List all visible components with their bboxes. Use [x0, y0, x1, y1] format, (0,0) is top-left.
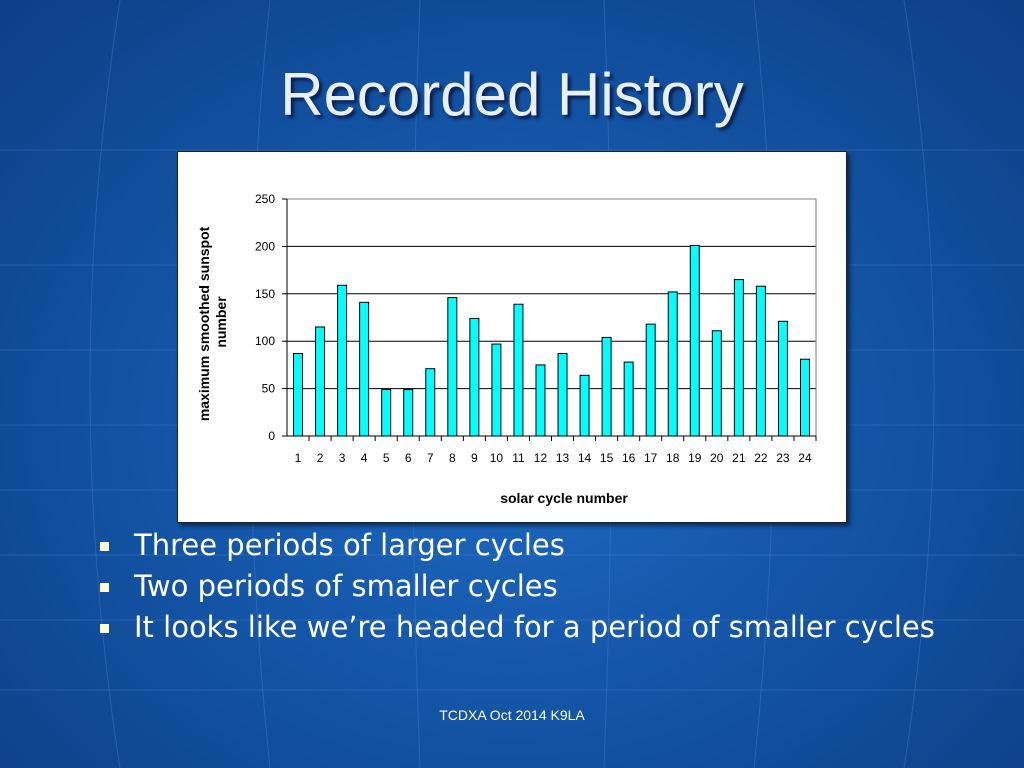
bar — [799, 358, 810, 437]
bullet-item: It looks like we’re headed for a period … — [96, 612, 996, 643]
bar — [425, 368, 436, 437]
x-axis-label: solar cycle number — [500, 490, 628, 506]
bar — [381, 389, 392, 437]
bullet-list: Three periods of larger cycles Two perio… — [96, 530, 996, 653]
x-tick-label: 2 — [317, 451, 324, 465]
bar — [293, 353, 304, 437]
x-tick-label: 14 — [578, 451, 592, 465]
bar — [315, 326, 326, 437]
bar — [689, 244, 700, 437]
bullet-text: It looks like we’re headed for a period … — [134, 610, 935, 644]
x-tick-label: 20 — [710, 451, 724, 465]
bullet-item: Three periods of larger cycles — [96, 530, 996, 561]
bar — [667, 291, 678, 437]
bar — [337, 284, 348, 437]
x-tick-label: 24 — [798, 451, 812, 465]
x-tick-label: 21 — [732, 451, 746, 465]
bullet-item: Two periods of smaller cycles — [96, 571, 996, 602]
square-bullet-icon — [100, 542, 109, 551]
x-tick-label: 8 — [449, 451, 456, 465]
y-tick-label: 200 — [255, 239, 275, 253]
x-tick-label: 18 — [666, 451, 680, 465]
chart-panel: 0 50 100 150 200 250 1 2 3 4 5 6 7 8 9 10 11 12 13 14 15 16 17… — [177, 151, 847, 523]
x-tick-label: 13 — [556, 451, 570, 465]
bar — [513, 303, 524, 437]
square-bullet-icon — [100, 583, 109, 592]
bar — [623, 361, 634, 437]
x-tick-label: 19 — [688, 451, 702, 465]
y-tick-label: 250 — [255, 192, 275, 206]
y-tick-label: 100 — [255, 334, 275, 348]
y-tick-label: 50 — [262, 382, 276, 396]
x-tick-label: 1 — [295, 451, 302, 465]
slide-title: Recorded History — [280, 61, 744, 128]
x-tick-label: 4 — [361, 451, 368, 465]
bar — [601, 336, 612, 437]
square-bullet-icon — [100, 624, 109, 633]
y-tick-label: 0 — [268, 429, 275, 443]
y-tick-label: 150 — [255, 287, 275, 301]
x-tick-label: 17 — [644, 451, 658, 465]
x-tick-label: 9 — [471, 451, 478, 465]
bar — [491, 343, 502, 437]
bar — [403, 389, 414, 437]
bar — [579, 374, 590, 437]
x-tick-label: 11 — [512, 451, 525, 465]
y-axis-label-line-1: maximum smoothed sunspot — [196, 226, 212, 421]
x-tick-label: 7 — [427, 451, 434, 465]
x-tick-label: 6 — [405, 451, 412, 465]
x-tick-label: 12 — [534, 451, 548, 465]
y-axis-label: maximum smoothed sunspot number — [196, 223, 229, 421]
x-tick-label: 3 — [339, 451, 346, 465]
bullet-text: Two periods of smaller cycles — [134, 569, 558, 603]
bar — [711, 330, 722, 437]
bar — [447, 297, 458, 437]
bar — [777, 320, 788, 437]
bar — [755, 285, 766, 437]
x-tick-label: 23 — [776, 451, 790, 465]
x-tick-label: 22 — [754, 451, 768, 465]
bar — [359, 301, 370, 437]
slide-footer: TCDXA Oct 2014 K9LA — [439, 707, 585, 723]
x-tick-label: 16 — [622, 451, 636, 465]
x-tick-label: 15 — [600, 451, 614, 465]
bar — [557, 353, 568, 437]
bar — [535, 364, 546, 437]
x-tick-label: 10 — [490, 451, 504, 465]
x-tick-label: 5 — [383, 451, 390, 465]
bullet-text: Three periods of larger cycles — [134, 528, 565, 562]
y-axis-label-line-2: number — [213, 296, 229, 348]
bar — [733, 279, 744, 437]
bar — [469, 317, 480, 437]
bar — [645, 323, 656, 437]
